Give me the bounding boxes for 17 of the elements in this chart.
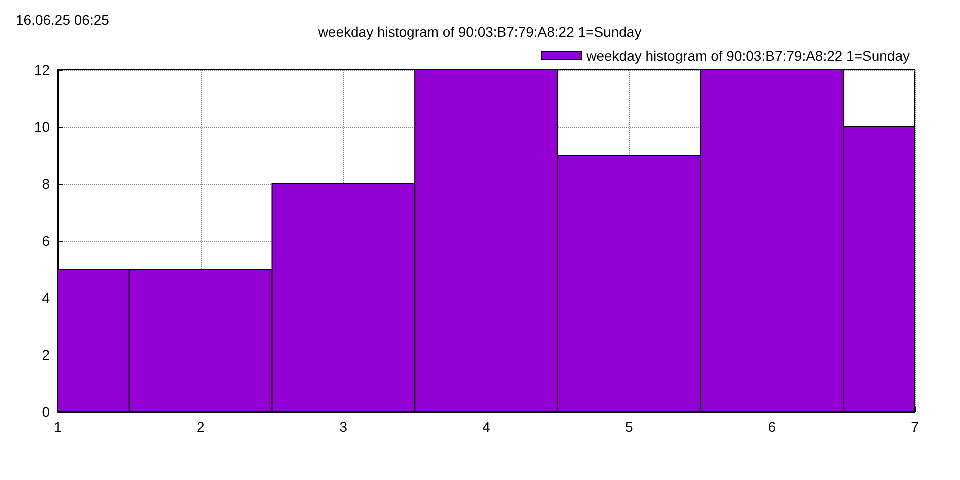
y-tick-label: 2	[42, 347, 50, 363]
x-tick-label: 7	[911, 419, 920, 435]
y-tick-label: 12	[34, 62, 50, 78]
chart-title: weekday histogram of 90:03:B7:79:A8:22 1=Sunday	[317, 24, 642, 40]
y-tick-label: 8	[42, 176, 50, 192]
text: 16.06.25 06:25	[16, 12, 110, 28]
y-tick-label: 10	[34, 119, 50, 135]
x-tick-label: 2	[196, 419, 205, 435]
x-tick-label: 3	[340, 419, 348, 435]
x-tick-label: 1	[54, 419, 62, 435]
x-tick-label: 6	[768, 419, 776, 435]
x-tick-label: 4	[482, 419, 491, 435]
y-tick-label: 0	[42, 404, 50, 420]
y-tick-label: 6	[42, 233, 50, 249]
y-tick-label: 4	[42, 290, 50, 306]
x-tick-label: 5	[625, 419, 634, 435]
legend-label: weekday histogram of 90:03:B7:79:A8:22 1=Sunday	[586, 48, 910, 64]
